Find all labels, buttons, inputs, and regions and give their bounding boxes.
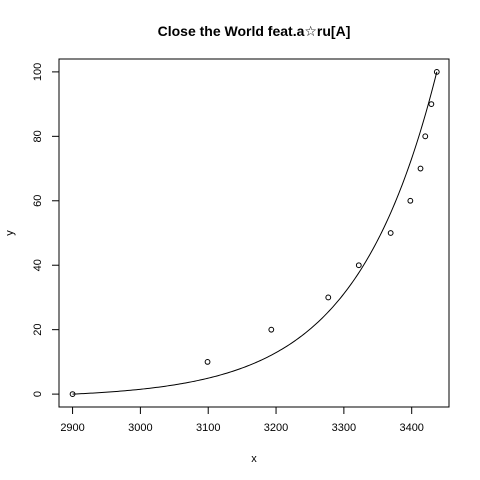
y-tick-label: 40 xyxy=(32,259,44,271)
y-axis-label: y xyxy=(4,230,16,236)
x-tick-label: 3400 xyxy=(399,422,423,434)
y-tick-label: 60 xyxy=(32,195,44,207)
x-tick-label: 3200 xyxy=(264,422,288,434)
data-point xyxy=(387,230,394,236)
data-point xyxy=(69,391,76,398)
data-points xyxy=(69,68,440,398)
x-axis-label: x xyxy=(251,453,257,465)
data-point xyxy=(407,197,414,204)
data-point xyxy=(204,358,211,365)
y-axis: 0 20 40 60 80 100 xyxy=(32,63,60,397)
x-axis: 2900 3000 3100 3200 3300 3400 xyxy=(60,406,424,434)
x-tick-label: 3000 xyxy=(128,422,152,434)
data-point xyxy=(355,262,362,269)
data-point xyxy=(268,326,275,333)
fit-curve xyxy=(72,71,438,395)
y-tick-label: 100 xyxy=(32,63,44,81)
data-point xyxy=(325,294,332,301)
x-tick-label: 2900 xyxy=(60,422,84,434)
data-point xyxy=(428,101,435,108)
data-point xyxy=(417,165,424,172)
data-point xyxy=(422,133,429,140)
y-tick-label: 80 xyxy=(32,130,44,142)
y-tick-label: 0 xyxy=(32,391,44,397)
x-tick-label: 3300 xyxy=(332,422,356,434)
y-tick-label: 20 xyxy=(32,324,44,336)
chart-title: Close the World feat.a☆ru[A] xyxy=(158,23,351,39)
data-point xyxy=(433,68,440,75)
x-tick-label: 3100 xyxy=(196,422,220,434)
